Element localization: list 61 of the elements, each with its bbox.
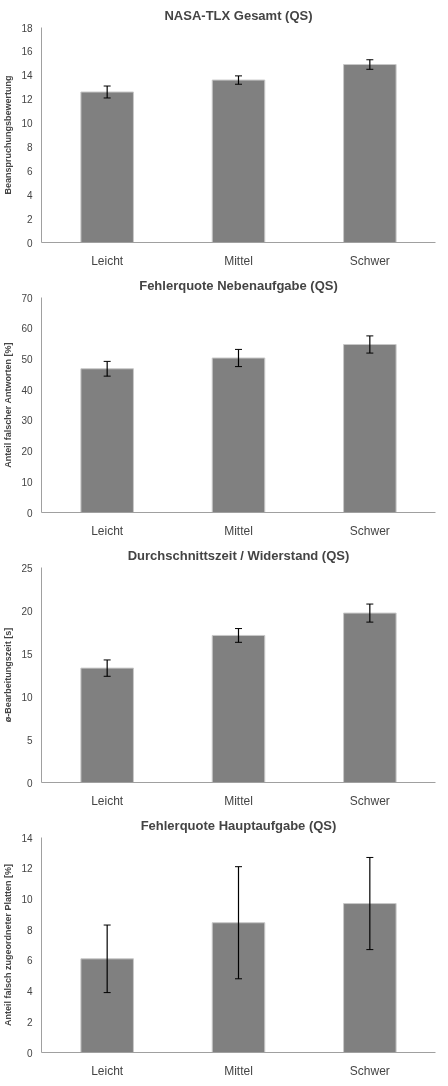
y-tick-label: 12 <box>21 863 33 875</box>
y-tick-label: 15 <box>21 648 33 660</box>
y-tick-label: 0 <box>26 237 33 249</box>
y-tick-label: 0 <box>26 777 33 789</box>
y-axis-title: Beanspruchungsbewertung <box>3 75 14 195</box>
x-tick-label: Schwer <box>349 253 390 268</box>
y-tick-label: 6 <box>26 955 33 967</box>
y-tick-label: 4 <box>26 189 33 201</box>
y-tick-label: 20 <box>21 446 33 458</box>
y-axis-title: ø-Bearbeitungszeit [s] <box>3 627 14 723</box>
bar <box>211 79 266 243</box>
y-tick-label: 20 <box>21 605 33 617</box>
x-tick-label: Leicht <box>91 253 124 268</box>
x-tick-label: Leicht <box>91 793 124 808</box>
y-tick-label: 10 <box>21 893 33 905</box>
y-axis-title: Anteil falscher Antworten [%] <box>3 342 14 468</box>
x-tick-label: Mittel <box>224 793 253 808</box>
y-tick-label: 30 <box>21 415 33 427</box>
y-tick-label: 16 <box>21 46 33 58</box>
bar <box>80 667 134 783</box>
y-tick-label: 14 <box>21 70 33 82</box>
y-tick-label: 10 <box>21 691 33 703</box>
bar <box>80 958 134 1053</box>
x-tick-label: Mittel <box>224 523 253 538</box>
y-tick-label: 10 <box>21 118 33 130</box>
bar <box>211 922 266 1053</box>
y-tick-label: 70 <box>21 292 33 304</box>
y-tick-label: 50 <box>21 353 33 365</box>
x-tick-label: Mittel <box>224 1063 253 1078</box>
y-tick-label: 6 <box>26 165 33 177</box>
x-tick-label: Leicht <box>91 1063 124 1078</box>
y-axis-title: Anteil falsch zugeordneter Platten [%] <box>3 863 14 1027</box>
y-tick-label: 5 <box>26 734 33 746</box>
y-tick-label: 10 <box>21 476 33 488</box>
bar <box>343 903 397 1053</box>
y-tick-label: 2 <box>26 213 33 225</box>
y-tick-label: 14 <box>21 832 33 844</box>
y-tick-label: 40 <box>21 384 33 396</box>
x-tick-label: Leicht <box>91 523 124 538</box>
y-tick-label: 18 <box>21 22 33 34</box>
chart-title: Fehlerquote Nebenaufgabe (QS) <box>139 277 338 293</box>
bar <box>80 91 134 243</box>
y-tick-label: 0 <box>26 1047 33 1059</box>
x-tick-label: Mittel <box>224 253 253 268</box>
bar <box>343 612 397 783</box>
y-tick-label: 8 <box>26 141 33 153</box>
y-tick-label: 4 <box>26 986 33 998</box>
chart-title: NASA-TLX Gesamt (QS) <box>164 7 313 23</box>
y-tick-label: 60 <box>21 323 33 335</box>
x-tick-label: Schwer <box>349 1063 390 1078</box>
x-tick-label: Schwer <box>349 793 390 808</box>
y-tick-label: 8 <box>26 924 33 936</box>
y-tick-label: 2 <box>26 1016 33 1028</box>
chart-title: Fehlerquote Hauptaufgabe (QS) <box>140 817 337 833</box>
y-tick-label: 12 <box>21 94 33 106</box>
x-tick-label: Schwer <box>349 523 390 538</box>
y-tick-label: 25 <box>21 562 33 574</box>
y-tick-label: 0 <box>26 507 33 519</box>
chart-title: Durchschnittszeit / Widerstand (QS) <box>127 547 350 563</box>
bar <box>343 64 397 243</box>
bar <box>211 634 266 783</box>
